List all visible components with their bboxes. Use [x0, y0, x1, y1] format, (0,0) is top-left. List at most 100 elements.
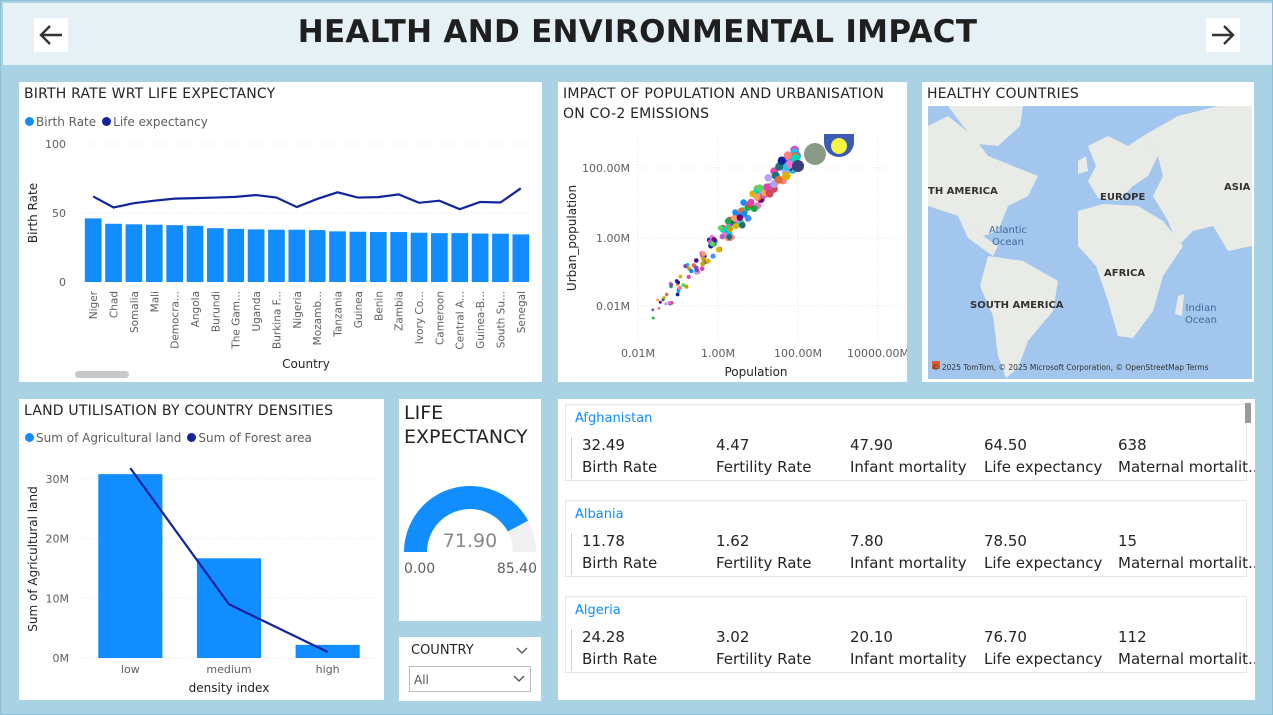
scatter-point[interactable] [831, 138, 847, 154]
scatter-point[interactable] [709, 241, 715, 247]
scatter-point[interactable] [681, 283, 686, 288]
scatter-point[interactable] [730, 215, 738, 222]
x-axis-label: Country [282, 357, 330, 371]
bar-birth-rate[interactable] [288, 229, 306, 282]
scatter-point[interactable] [700, 261, 706, 267]
scatter-point[interactable] [782, 171, 791, 181]
bar-birth-rate[interactable] [84, 218, 102, 282]
scatter-chart[interactable]: 0.01M 1.00M 100.00M 10000.00M 0.01M 1.00M 100.… [558, 82, 907, 382]
country-card[interactable]: Algeria 24.28 Birth Rate 3.02 Fertility Rate… [565, 596, 1255, 673]
scatter-point[interactable] [683, 264, 688, 269]
scatter-point[interactable] [651, 308, 655, 312]
line-forest-area[interactable] [129, 467, 329, 654]
scatter-point[interactable] [694, 265, 699, 271]
scatter-point[interactable] [765, 189, 774, 198]
country-card[interactable]: Albania 11.78 Birth Rate 1.62 Fertility Rate… [565, 500, 1255, 577]
scatter-point[interactable] [739, 221, 746, 229]
scatter-point[interactable] [665, 292, 669, 297]
scatter-point[interactable] [656, 298, 660, 302]
country-card[interactable]: Afghanistan 32.49 Birth Rate 4.47 Fertility … [565, 404, 1255, 481]
forward-button[interactable] [1206, 18, 1240, 52]
scatter-point[interactable] [678, 274, 683, 279]
back-button[interactable] [34, 18, 68, 52]
legend-item-birth-rate[interactable]: Birth Rate [25, 115, 96, 129]
bar-birth-rate[interactable] [186, 225, 204, 282]
scatter-point[interactable] [662, 296, 666, 300]
legend-item-forest[interactable]: Sum of Forest area [187, 431, 312, 445]
scatter-point[interactable] [716, 246, 722, 253]
scatter-point[interactable] [725, 218, 731, 225]
scatter-point[interactable] [699, 266, 705, 272]
legend-item-agricultural[interactable]: Sum of Agricultural land [25, 431, 181, 445]
scatter-point[interactable] [777, 156, 786, 165]
bar-birth-rate[interactable] [329, 231, 346, 282]
bar-birth-rate[interactable] [410, 232, 428, 282]
scatter-point[interactable] [736, 214, 744, 221]
bar-birth-rate[interactable] [207, 228, 224, 282]
scatter-point[interactable] [750, 205, 758, 212]
scatter-point[interactable] [658, 300, 662, 304]
scatter-point[interactable] [756, 184, 764, 192]
birth-rate-chart[interactable]: 0 50 100 Niger Chad Somalia Mali Democra... Ango… [19, 82, 542, 382]
scatter-point[interactable] [689, 268, 694, 274]
scatter-point[interactable] [783, 151, 793, 160]
horizontal-scrollbar[interactable] [75, 371, 129, 378]
bar-agricultural-land[interactable] [98, 474, 163, 658]
vertical-scrollbar[interactable] [1245, 403, 1251, 423]
scatter-point[interactable] [651, 316, 655, 320]
scatter-point[interactable] [710, 253, 716, 259]
bar-birth-rate[interactable] [105, 223, 122, 282]
scatter-point[interactable] [774, 175, 783, 184]
bar-birth-rate[interactable] [451, 233, 469, 282]
scatter-point[interactable] [677, 286, 682, 290]
scatter-point[interactable] [763, 183, 771, 191]
scatter-point[interactable] [664, 302, 668, 306]
bar-birth-rate[interactable] [492, 233, 509, 282]
scatter-point[interactable] [705, 258, 711, 264]
bar-birth-rate[interactable] [166, 225, 183, 282]
bar-birth-rate[interactable] [227, 228, 245, 282]
x-tick-label: 10000.00M [847, 347, 907, 360]
bar-birth-rate[interactable] [349, 231, 367, 282]
scatter-point[interactable] [727, 226, 734, 233]
scatter-point[interactable] [747, 198, 755, 206]
bar-birth-rate[interactable] [471, 233, 489, 282]
scatter-point[interactable] [676, 280, 681, 285]
scatter-point[interactable] [701, 251, 706, 257]
scatter-point[interactable] [804, 143, 826, 165]
scatter-point[interactable] [726, 233, 733, 240]
world-map[interactable]: TH AMERICA EUROPE ASIA Atlantic Ocean AF… [928, 106, 1252, 379]
chevron-down-icon[interactable] [516, 647, 528, 655]
scatter-point[interactable] [657, 306, 661, 310]
bar-birth-rate[interactable] [247, 229, 265, 282]
scatter-point[interactable] [732, 209, 739, 216]
scatter-point[interactable] [701, 256, 706, 262]
land-chart[interactable]: 0M 10M 20M 30M low medium high Sum of Agricultu… [19, 399, 384, 700]
scatter-point[interactable] [717, 225, 724, 231]
scatter-point[interactable] [753, 192, 761, 200]
scatter-point[interactable] [764, 174, 773, 182]
bar-birth-rate[interactable] [512, 234, 530, 282]
slicer-dropdown[interactable]: All [409, 666, 531, 692]
scatter-point[interactable] [667, 301, 671, 305]
life-expectancy-gauge[interactable]: 71.90 0.00 85.40 [399, 399, 541, 621]
scatter-point[interactable] [792, 160, 804, 172]
bar-birth-rate[interactable] [145, 224, 163, 282]
scatter-point[interactable] [719, 233, 726, 240]
scatter-point[interactable] [732, 223, 739, 230]
bar-birth-rate[interactable] [268, 229, 285, 282]
legend-item-life-expectancy[interactable]: Life expectancy [102, 115, 208, 129]
bar-birth-rate[interactable] [308, 230, 326, 282]
map-marker[interactable] [932, 361, 940, 369]
scatter-point[interactable] [744, 214, 752, 222]
scatter-point[interactable] [740, 199, 747, 206]
bar-birth-rate[interactable] [431, 233, 448, 282]
scatter-point[interactable] [694, 258, 699, 263]
scatter-point[interactable] [669, 282, 674, 287]
scatter-point[interactable] [675, 292, 680, 297]
scatter-point[interactable] [686, 274, 691, 279]
bar-birth-rate[interactable] [369, 232, 387, 282]
bar-birth-rate[interactable] [125, 224, 143, 282]
line-life-expectancy[interactable] [92, 187, 522, 211]
bar-birth-rate[interactable] [390, 232, 407, 282]
